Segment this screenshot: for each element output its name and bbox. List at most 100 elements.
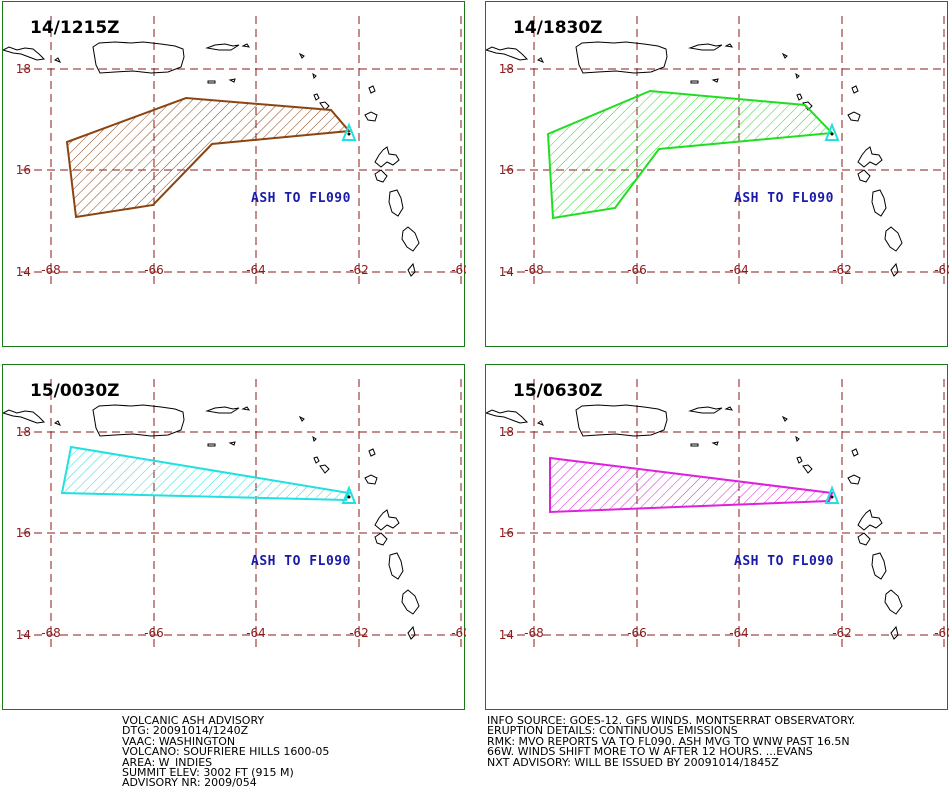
advisory-line: ERUPTION DETAILS: CONTINUOUS EMISSIONS xyxy=(487,724,738,738)
longitude-label: -68 xyxy=(524,263,544,277)
ash-cloud-polygon xyxy=(546,89,835,220)
island-coastline xyxy=(688,406,723,414)
island-coastline xyxy=(368,448,376,457)
island-coastline xyxy=(241,43,251,48)
island-coastline xyxy=(536,420,545,426)
island-coastline xyxy=(228,441,236,446)
longitude-label: -62 xyxy=(832,626,852,640)
panel-time-label: 15/0030Z xyxy=(30,381,120,401)
island-coastline xyxy=(711,78,719,83)
advisory-line: RMK: MVO REPORTS VA TO FL090. ASH MVG TO… xyxy=(487,734,850,748)
longitude-label: -62 xyxy=(832,263,852,277)
island-coastline xyxy=(205,43,240,51)
island-coastline xyxy=(796,93,803,101)
latitude-label: 14 xyxy=(16,265,31,279)
map-canvas: -68 -66 -64 -62 -60 18 16 14 xyxy=(486,16,949,286)
longitude-label: -60 xyxy=(451,626,466,640)
island-coastline xyxy=(3,409,46,424)
island-coastline xyxy=(313,456,320,464)
island-coastline xyxy=(407,262,416,277)
island-coastline xyxy=(847,474,861,485)
island-coastline xyxy=(690,80,699,84)
advisory-line: AREA: W_INDIES xyxy=(122,755,213,769)
forecast-panel-2: -68 -66 -64 -62 -60 18 16 14 14/1830Z ASH TO FL… xyxy=(485,1,949,347)
longitude-label: -60 xyxy=(451,263,466,277)
ash-cloud-polygon xyxy=(65,96,352,219)
island-coastline xyxy=(857,146,883,168)
advisory-line: 66W. WINDS SHIFT MORE TO W AFTER 12 HOUR… xyxy=(487,745,813,759)
island-coastline xyxy=(871,552,887,580)
ash-cloud-polygon xyxy=(60,445,351,502)
island-coastline xyxy=(890,262,899,277)
longitude-label: -64 xyxy=(729,626,749,640)
island-coastline xyxy=(364,474,378,485)
panel-time-label: 15/0630Z xyxy=(513,381,603,401)
island-coastline xyxy=(871,189,887,217)
island-coastline xyxy=(796,456,803,464)
island-coastline xyxy=(319,101,330,111)
island-coastline xyxy=(724,406,734,411)
forecast-panel-1: -68 -66 -64 -62 -60 18 16 14 14/1215Z ASH TO FL… xyxy=(2,1,466,347)
island-coastline xyxy=(312,435,317,442)
longitude-label: -68 xyxy=(41,626,61,640)
island-coastline xyxy=(711,441,719,446)
advisory-header-text: VOLCANIC ASH ADVISORY DTG: 20091014/1240… xyxy=(122,715,462,790)
advisory-line: SUMMIT ELEV: 3002 FT (915 M) xyxy=(122,766,294,780)
island-coastline xyxy=(92,404,185,437)
island-coastline xyxy=(374,146,400,168)
longitude-label: -60 xyxy=(934,626,949,640)
island-coastline xyxy=(795,72,800,79)
map-canvas: -68 -66 -64 -62 -60 18 16 14 xyxy=(3,16,466,286)
longitude-label: -66 xyxy=(144,626,164,640)
latitude-label: 18 xyxy=(499,425,514,439)
volcano-marker-icon xyxy=(341,485,357,504)
map-canvas: -68 -66 -64 -62 -60 18 16 14 xyxy=(486,379,949,649)
island-coastline xyxy=(298,52,305,59)
forecast-panel-4: -68 -66 -64 -62 -60 18 16 14 15/0630Z ASH TO FL… xyxy=(485,364,949,710)
island-coastline xyxy=(575,404,668,437)
ash-level-label: ASH TO FL090 xyxy=(251,554,351,569)
island-coastline xyxy=(241,406,251,411)
longitude-label: -64 xyxy=(729,263,749,277)
island-coastline xyxy=(374,509,400,531)
island-coastline xyxy=(401,589,420,615)
latitude-label: 18 xyxy=(16,62,31,76)
island-coastline xyxy=(368,85,376,94)
latitude-label: 14 xyxy=(499,265,514,279)
longitude-label: -62 xyxy=(349,263,369,277)
ash-level-label: ASH TO FL090 xyxy=(734,554,834,569)
longitude-label: -68 xyxy=(41,263,61,277)
island-coastline xyxy=(207,80,216,84)
advisory-line: ADVISORY NR: 2009/054 xyxy=(122,776,257,790)
advisory-details-text: INFO SOURCE: GOES-12. GFS WINDS. MONTSER… xyxy=(487,715,947,768)
longitude-label: -66 xyxy=(627,626,647,640)
ash-level-label: ASH TO FL090 xyxy=(734,191,834,206)
longitude-label: -64 xyxy=(246,263,266,277)
island-coastline xyxy=(536,57,545,63)
island-coastline xyxy=(388,552,404,580)
latitude-label: 16 xyxy=(16,526,31,540)
volcano-marker-icon xyxy=(824,122,840,141)
volcano-marker-icon xyxy=(341,122,357,141)
longitude-label: -66 xyxy=(627,263,647,277)
longitude-label: -62 xyxy=(349,626,369,640)
island-coastline xyxy=(486,409,529,424)
longitude-label: -64 xyxy=(246,626,266,640)
island-coastline xyxy=(401,226,420,252)
island-coastline xyxy=(388,189,404,217)
volcano-point-icon xyxy=(347,495,351,499)
advisory-line: DTG: 20091014/1240Z xyxy=(122,724,249,738)
panel-time-label: 14/1830Z xyxy=(513,18,603,38)
volcano-marker-icon xyxy=(824,485,840,504)
island-coastline xyxy=(319,464,330,474)
latitude-label: 16 xyxy=(499,163,514,177)
island-coastline xyxy=(3,46,46,61)
forecast-panel-3: -68 -66 -64 -62 -60 18 16 14 15/0030Z ASH TO FL… xyxy=(2,364,466,710)
island-coastline xyxy=(298,415,305,422)
advisory-line: VAAC: WASHINGTON xyxy=(122,734,236,748)
island-coastline xyxy=(228,78,236,83)
volcano-point-icon xyxy=(830,495,834,499)
island-coastline xyxy=(688,43,723,51)
island-coastline xyxy=(884,589,903,615)
island-coastline xyxy=(781,415,788,422)
